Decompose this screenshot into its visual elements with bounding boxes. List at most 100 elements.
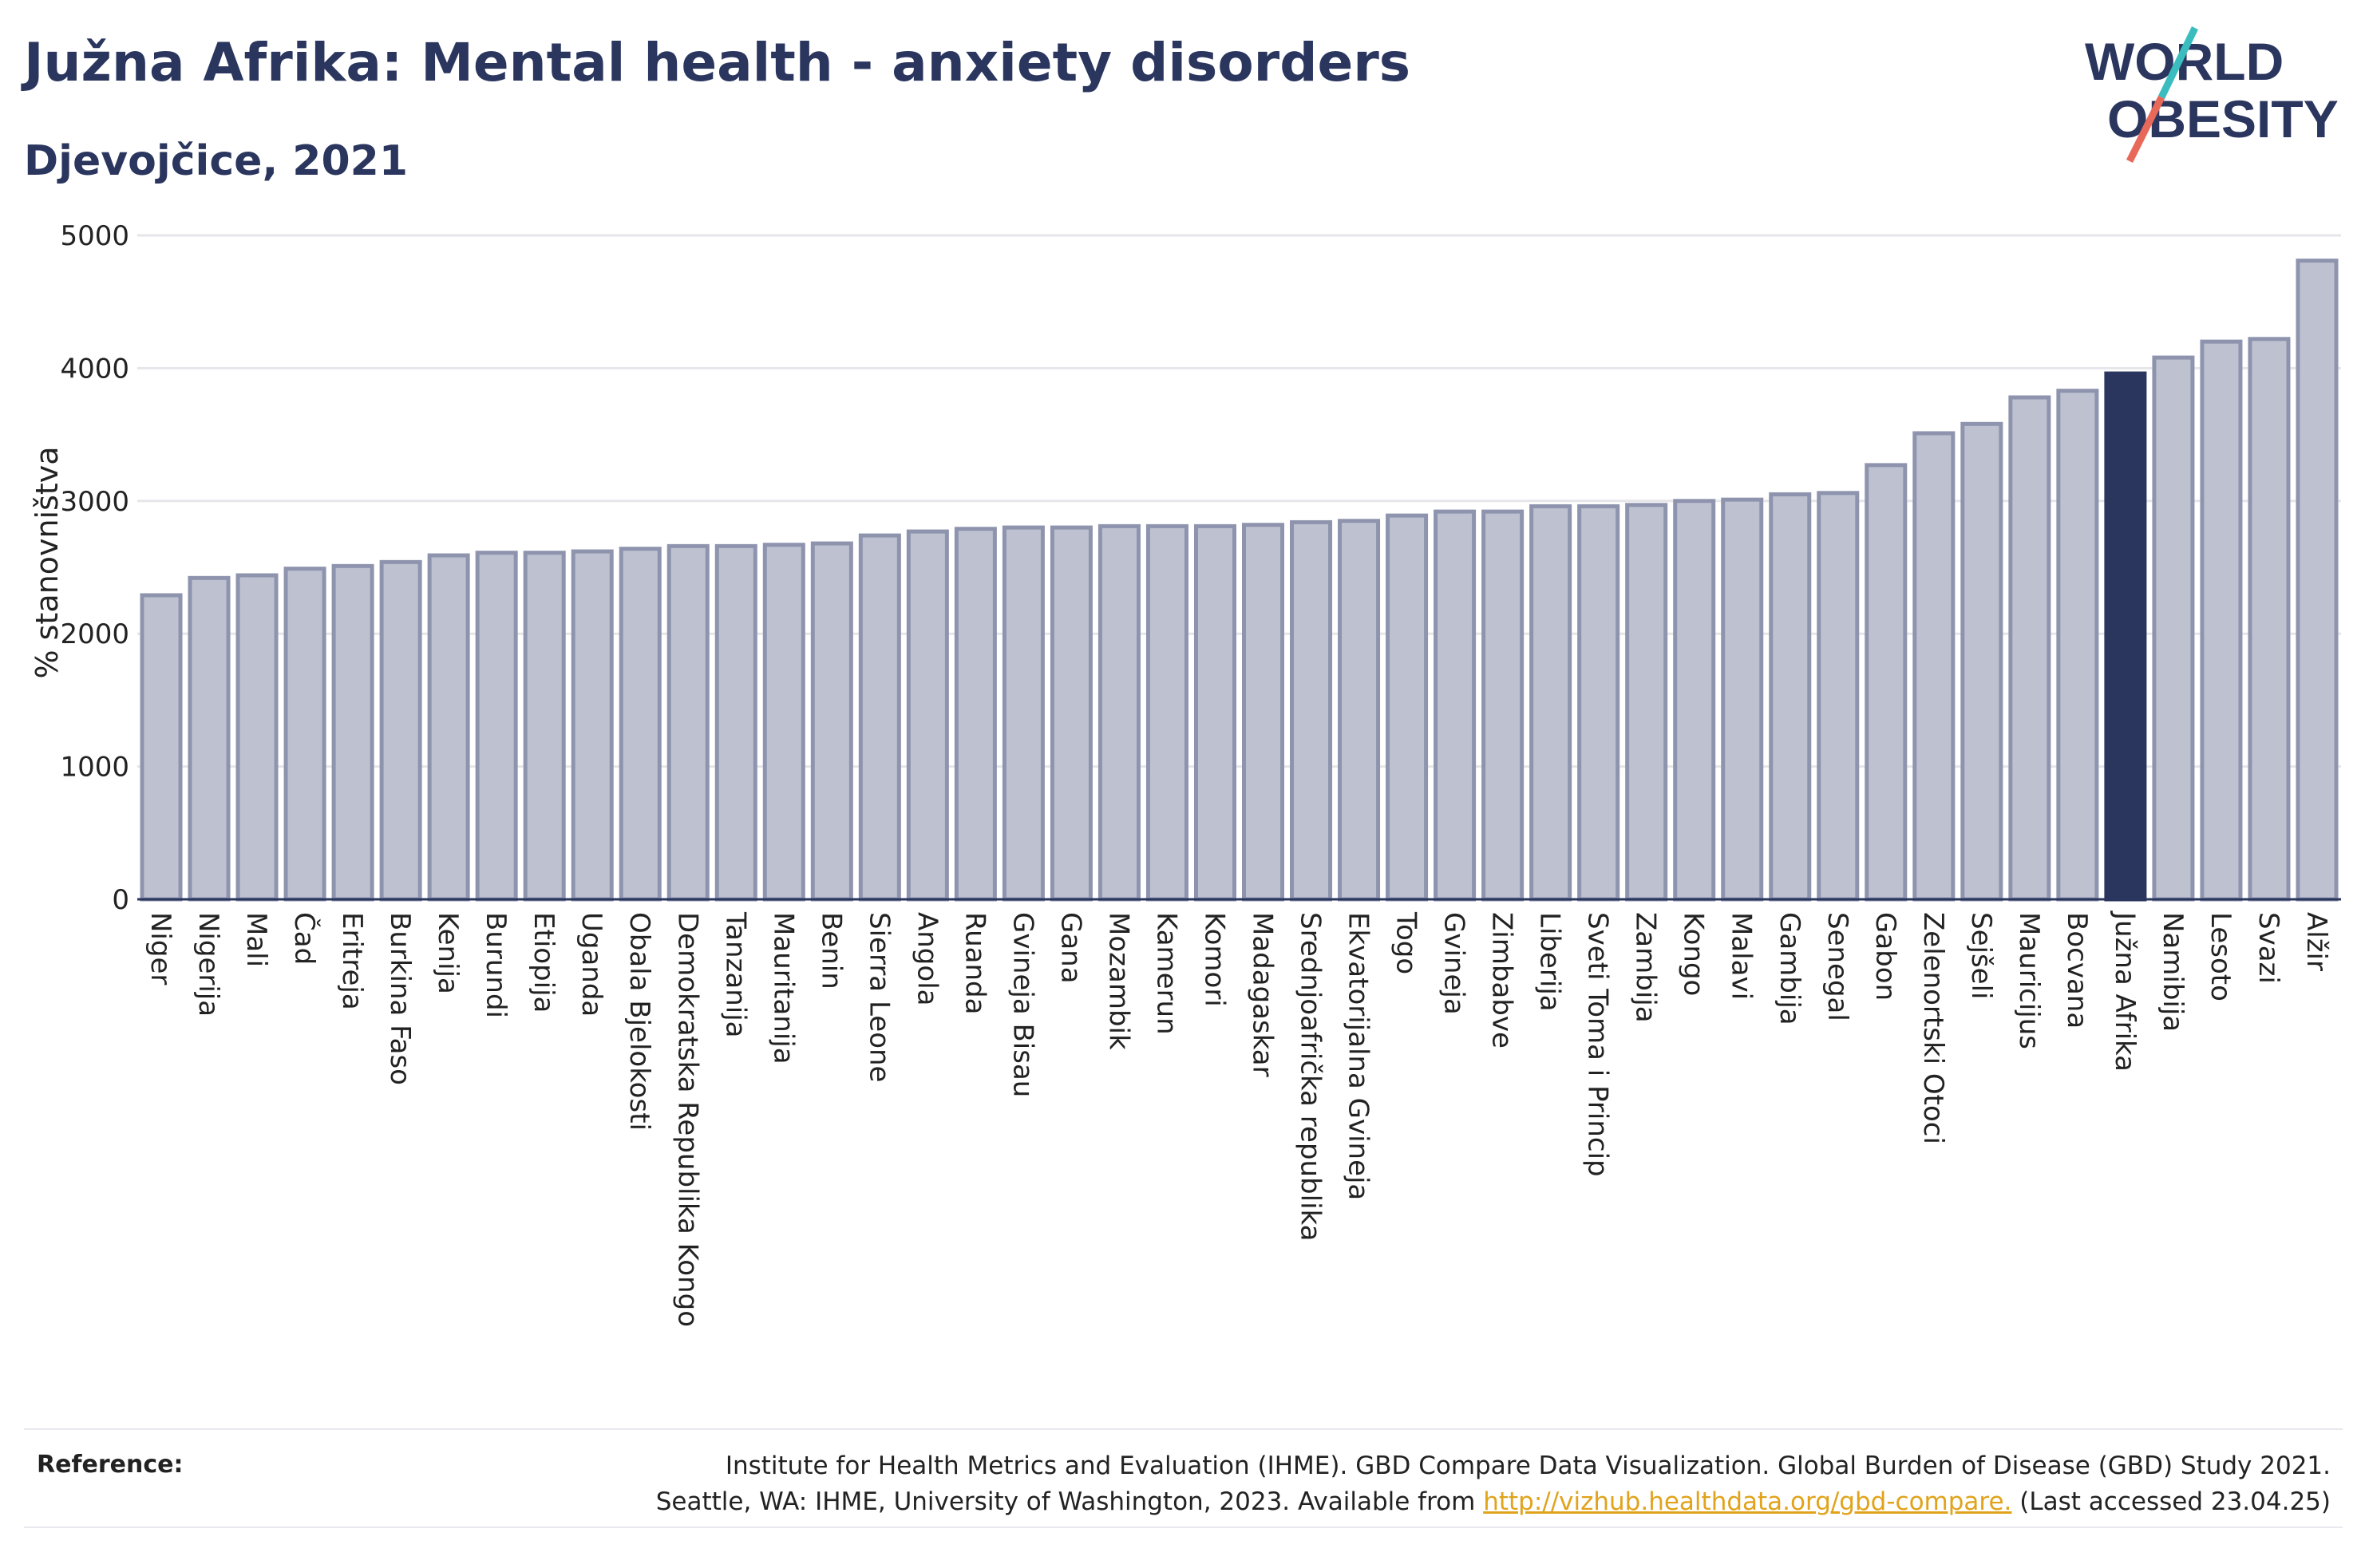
x-tick-label: Burundi xyxy=(480,912,512,1018)
x-tick-label: Bocvana xyxy=(2061,912,2093,1029)
y-tick-labels: 0 1000 2000 3000 4000 5000 xyxy=(60,220,129,916)
bar-demokratska-republika-kongo xyxy=(666,543,710,902)
reference-line2: Seattle, WA: IHME, University of Washing… xyxy=(656,1484,2331,1520)
bar-angola xyxy=(906,529,949,902)
bar-mozambik xyxy=(1097,523,1141,902)
x-tick-label: Lesoto xyxy=(2205,912,2236,1001)
x-tick-label: Svazi xyxy=(2252,912,2284,984)
logo-slash-teal xyxy=(2157,26,2199,99)
bar-togo xyxy=(1386,513,1429,902)
bar-kamerun xyxy=(1145,523,1188,902)
footer-divider-top xyxy=(24,1428,2343,1430)
bar-zambija xyxy=(1625,503,1668,902)
x-tick-label: Sejšeli xyxy=(1965,912,1997,999)
bar-malavi xyxy=(1721,497,1764,902)
x-tick-label: Benin xyxy=(815,912,847,989)
x-tick-label: Obala Bjelokosti xyxy=(623,912,655,1131)
x-tick-label: Liberija xyxy=(1534,912,1566,1012)
reference-line1: Institute for Health Metrics and Evaluat… xyxy=(725,1451,2331,1480)
bar-lesoto xyxy=(2200,339,2243,902)
x-tick-label: Zambija xyxy=(1630,912,1662,1023)
chart-title: Južna Afrika: Mental health - anxiety di… xyxy=(24,32,1411,93)
x-tick-label: Angola xyxy=(911,912,943,1005)
world-obesity-logo: WORLD OBESITY xyxy=(2085,26,2339,164)
bars xyxy=(140,259,2339,902)
x-tick-label: Kenija xyxy=(432,912,464,994)
x-tick-label: Eritreja xyxy=(336,912,368,1010)
y-tick-label: 2000 xyxy=(60,618,129,650)
bar-bocvana xyxy=(2056,389,2099,902)
bar-kongo xyxy=(1673,499,1716,902)
x-tick-label: Čad xyxy=(288,912,321,965)
bar-burkina-faso xyxy=(379,559,422,902)
x-tick-label: Togo xyxy=(1390,911,1422,974)
bar-gana xyxy=(1050,525,1093,902)
x-tick-label: Srednjoafrička republika xyxy=(1295,912,1327,1241)
bar-liberija xyxy=(1529,504,1572,902)
bar-gvineja xyxy=(1434,509,1477,902)
x-tick-label: Gambija xyxy=(1774,912,1805,1025)
x-tick-label: Komori xyxy=(1198,912,1230,1007)
bar-mauritanija xyxy=(762,543,805,902)
reference-line2-suffix: (Last accessed 23.04.25) xyxy=(2011,1487,2331,1516)
y-tick-label: 0 xyxy=(112,884,129,916)
x-tick-label: Etiopija xyxy=(528,912,560,1013)
x-tick-labels: Niger Nigerija Mali Čad Eritreja Burkina Faso… xyxy=(144,910,2332,1327)
bar-južna-afrika xyxy=(2104,371,2147,902)
bar-uganda xyxy=(571,549,614,902)
x-tick-label: Burkina Faso xyxy=(384,912,416,1085)
x-tick-label: Malavi xyxy=(1726,912,1758,1000)
bar-namibija xyxy=(2152,355,2195,902)
x-tick-label: Zimbabve xyxy=(1486,912,1518,1049)
x-tick-label: Mauritanija xyxy=(767,912,799,1064)
x-tick-label: Nigerija xyxy=(192,912,224,1017)
bar-gabon xyxy=(1865,463,1908,902)
x-tick-label: Kamerun xyxy=(1150,912,1182,1035)
bar-kenija xyxy=(427,553,470,902)
bar-ruanda xyxy=(954,527,997,902)
bar-obala-bjelokosti xyxy=(619,547,662,902)
x-tick-label: Ruanda xyxy=(959,912,991,1014)
footer-divider-bottom xyxy=(24,1527,2343,1528)
bar-zimbabve xyxy=(1481,509,1525,902)
bar-benin xyxy=(810,541,853,902)
bar-eritreja xyxy=(331,563,374,902)
bar-madagaskar xyxy=(1242,523,1285,902)
bar-chart: 0 1000 2000 3000 4000 5000 Niger Nigerija Mali Č… xyxy=(30,220,2341,1327)
bar-niger xyxy=(140,593,183,902)
chart-subtitle: Djevojčice, 2021 xyxy=(24,137,409,185)
x-tick-label: Alžir xyxy=(2300,912,2332,971)
reference-line2-prefix: Seattle, WA: IHME, University of Washing… xyxy=(655,1487,1484,1516)
bar-nigerija xyxy=(188,575,231,902)
bar-mauricijus xyxy=(2008,395,2051,902)
x-tick-label: Namibija xyxy=(2157,912,2189,1032)
bar-etiopija xyxy=(523,551,566,902)
x-tick-label: Senegal xyxy=(1821,912,1853,1021)
bar-sveti-toma-i-princip xyxy=(1577,504,1620,902)
y-tick-label: 4000 xyxy=(60,353,129,385)
x-tick-label: Sierra Leone xyxy=(863,912,895,1082)
x-tick-label: Zelenortski Otoci xyxy=(1917,912,1949,1144)
bar-svazi xyxy=(2248,337,2291,902)
reference-link[interactable]: http://vizhub.healthdata.org/gbd-compare… xyxy=(1483,1487,2012,1516)
logo-slash-coral xyxy=(2126,95,2165,164)
x-tick-label: Demokratska Republika Kongo xyxy=(671,912,703,1327)
bar-gambija xyxy=(1769,492,1812,902)
bar-gvineja-bisau xyxy=(1002,525,1045,902)
x-tick-label: Gana xyxy=(1054,912,1086,984)
bar-mali xyxy=(235,573,279,902)
x-tick-label: Ekvatorijalna Gvineja xyxy=(1343,912,1374,1200)
bar-sejšeli xyxy=(1960,421,2003,902)
bar-ekvatorijalna-gvineja xyxy=(1338,519,1381,902)
bar-srednjoafrička-republika xyxy=(1290,519,1333,902)
bar-čad xyxy=(283,567,326,902)
x-tick-label: Madagaskar xyxy=(1247,912,1279,1077)
x-tick-label: Južna Afrika xyxy=(2109,910,2141,1072)
x-tick-label: Tanzanija xyxy=(719,911,751,1037)
y-tick-label: 5000 xyxy=(60,220,129,252)
x-tick-label: Kongo xyxy=(1678,912,1710,996)
x-tick-label: Niger xyxy=(144,912,176,985)
bar-burundi xyxy=(475,551,518,902)
bar-senegal xyxy=(1817,491,1860,902)
bar-zelenortski-otoci xyxy=(1912,431,1956,902)
